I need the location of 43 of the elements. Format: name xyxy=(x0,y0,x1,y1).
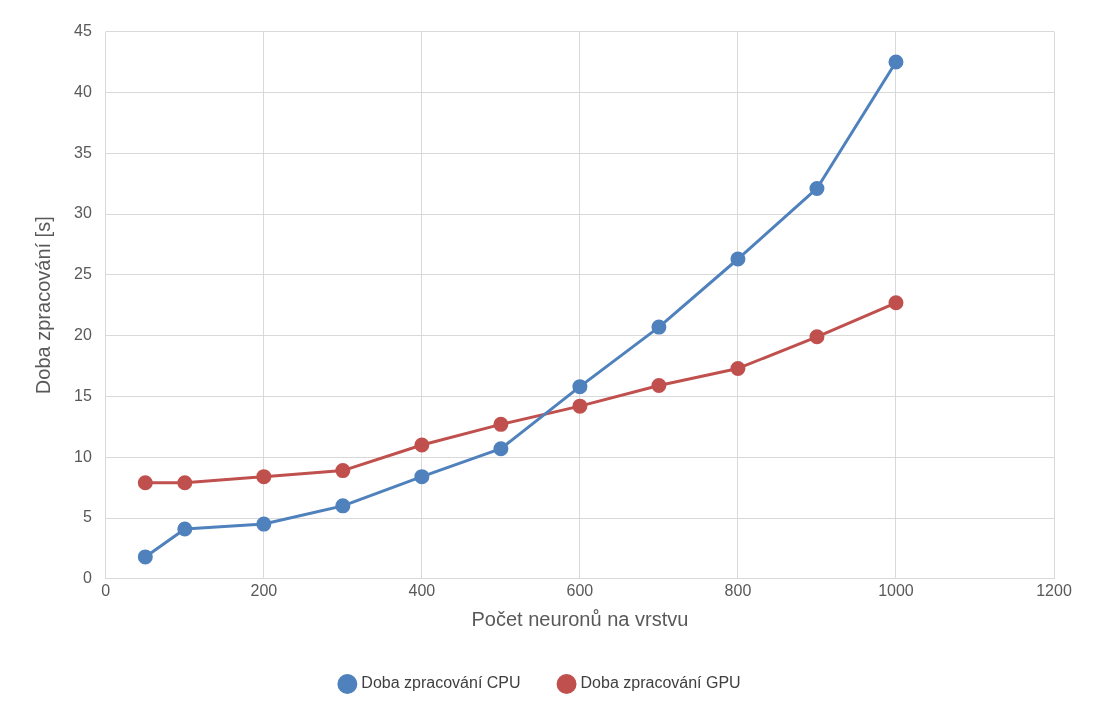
point xyxy=(888,295,904,311)
point xyxy=(651,319,667,335)
point xyxy=(414,437,430,453)
point xyxy=(256,469,272,485)
x-tick-label: 800 xyxy=(724,581,752,599)
y-tick-label: 5 xyxy=(82,508,92,526)
point xyxy=(177,475,193,491)
y-axis-title: Doba zpracování [s] xyxy=(31,216,54,395)
point xyxy=(493,416,509,432)
legend-label: Doba zpracování CPU xyxy=(361,674,521,692)
y-tick-label: 25 xyxy=(74,265,92,283)
y-tick-label: 35 xyxy=(74,143,92,161)
point xyxy=(888,54,904,70)
x-tick-label: 1200 xyxy=(1036,581,1072,599)
point xyxy=(335,498,351,514)
y-tick-label: 30 xyxy=(74,204,92,222)
point xyxy=(730,251,746,267)
y-tick-label: 0 xyxy=(82,569,92,587)
y-tick-label: 45 xyxy=(74,22,92,40)
x-tick-label: 400 xyxy=(408,581,436,599)
point xyxy=(493,441,509,457)
x-tick-label: 1000 xyxy=(878,581,914,599)
legend-label: Doba zpracování GPU xyxy=(580,674,741,692)
point xyxy=(572,398,588,414)
point xyxy=(414,469,430,485)
x-tick-label: 200 xyxy=(250,581,278,599)
point xyxy=(572,379,588,395)
point xyxy=(137,549,153,565)
point xyxy=(335,463,351,479)
point xyxy=(256,516,272,532)
point xyxy=(137,475,153,491)
x-axis-title: Počet neuronů na vrstvu xyxy=(471,607,689,630)
y-tick-label: 15 xyxy=(74,386,92,404)
y-tick-label: 40 xyxy=(74,82,92,100)
y-tick-label: 10 xyxy=(74,447,92,465)
point xyxy=(651,377,667,393)
x-tick-label: 600 xyxy=(566,581,594,599)
point xyxy=(177,521,193,537)
x-tick-label: 0 xyxy=(101,581,111,599)
point xyxy=(730,360,746,376)
point xyxy=(809,180,825,196)
point xyxy=(809,329,825,345)
y-tick-label: 20 xyxy=(74,326,92,344)
